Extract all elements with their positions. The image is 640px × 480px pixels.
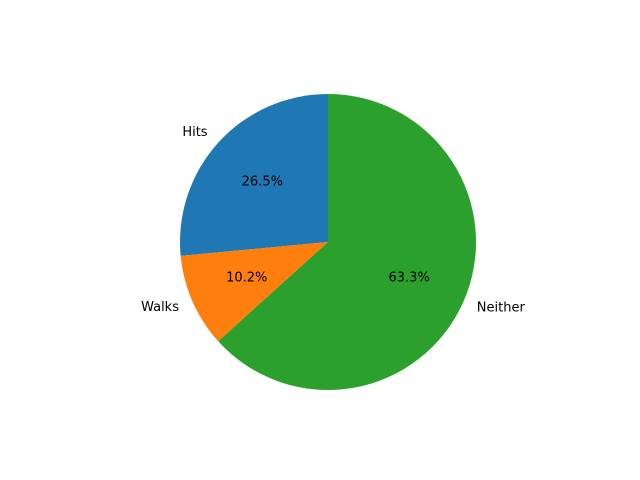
pie-slice-hits [180, 94, 328, 256]
slice-label-hits: Hits [182, 125, 207, 140]
pie-slice-neither [218, 94, 476, 390]
pie-slice-walks [180, 242, 328, 342]
slice-label-neither: Neither [477, 301, 526, 316]
slice-percent-neither: 63.3% [389, 271, 430, 286]
slice-percent-hits: 26.5% [242, 175, 283, 190]
slice-label-walks: Walks [141, 300, 179, 315]
pie-labels: Hits 26.5% Walks 10.2% Neither 63.3% [141, 125, 525, 316]
pie-slices [180, 94, 476, 390]
slice-percent-walks: 10.2% [226, 270, 267, 285]
